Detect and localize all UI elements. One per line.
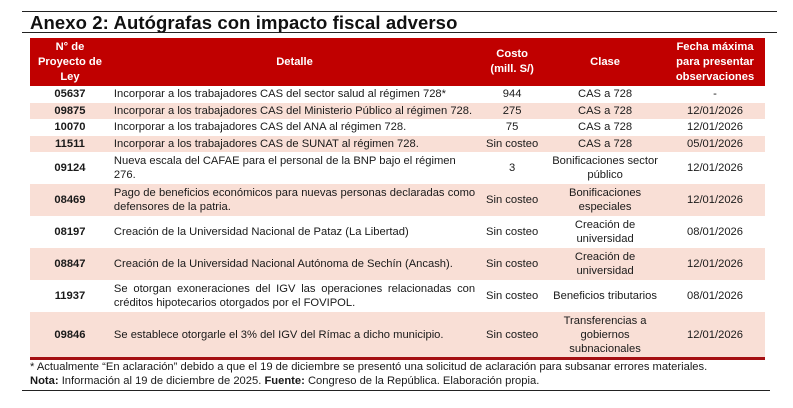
header-cost-label: Costo (mill. S/): [490, 48, 534, 75]
row-id: 09124: [54, 162, 86, 174]
row-class: CAS a 728: [578, 121, 633, 134]
row-detail: Incorporar a los trabajadores CAS del Mi…: [109, 102, 480, 119]
table-row: 08847 Creación de la Universidad Naciona…: [30, 248, 765, 280]
row-detail: Incorporar a los trabajadores CAS del AN…: [113, 121, 407, 134]
row-cost: 944: [502, 88, 522, 101]
note-text: Información al 19 de diciembre de 2025.: [58, 375, 265, 387]
note-label: Nota:: [30, 375, 59, 387]
row-class: Creación de universidad: [574, 219, 636, 245]
row-detail: Se establece otorgarle el 3% del IGV del…: [109, 312, 480, 360]
row-cost: 3: [509, 162, 516, 174]
row-id: 09846: [30, 312, 110, 360]
table-row: 10070 Incorporar a los trabajadores CAS …: [30, 119, 765, 136]
row-id: 09875: [30, 102, 110, 119]
row-cost: Sin costeo: [479, 248, 546, 280]
header-date: Fecha máxima para presentar observacione…: [665, 38, 765, 86]
header-date-label: Fecha máxima para presentar observacione…: [675, 40, 755, 83]
table-row: 05637 Incorporar a los trabajadores CAS …: [30, 86, 765, 103]
row-cost: Sin costeo: [479, 184, 546, 216]
table-row: 11937 Se otorgan exoneraciones del IGV l…: [30, 280, 765, 312]
row-detail: Incorporar a los trabajadores CAS de SUN…: [109, 135, 480, 152]
row-date: -: [713, 88, 717, 101]
row-detail: Incorporar a los trabajadores CAS del se…: [113, 88, 446, 101]
row-date: 12/01/2026: [665, 248, 765, 280]
table-row: 09875 Incorporar a los trabajadores CAS …: [30, 102, 765, 119]
row-detail: Nueva escala del CAFAE para el personal …: [113, 155, 456, 181]
row-class: Creación de universidad: [545, 248, 666, 280]
header-detail-label: Detalle: [276, 55, 313, 68]
row-class: Bonificaciones sector público: [552, 155, 658, 181]
table-row: 08197 Creación de la Universidad Naciona…: [30, 216, 765, 248]
row-cost: Sin costeo: [486, 290, 539, 302]
row-detail: Pago de beneficios económicos para nueva…: [109, 184, 480, 216]
page-title: Anexo 2: Autógrafas con impacto fiscal a…: [30, 12, 458, 33]
source-note: Nota: Información al 19 de diciembre de …: [30, 375, 539, 388]
header-id: N° de Proyecto de Ley: [30, 38, 110, 86]
title-bottom-rule: [22, 32, 777, 33]
table-row: 09124 Nueva escala del CAFAE para el per…: [30, 152, 765, 184]
row-date: 12/01/2026: [665, 312, 765, 360]
row-date: 08/01/2026: [687, 226, 743, 238]
header-id-label: N° de Proyecto de Ley: [37, 40, 102, 83]
source-label: Fuente:: [264, 375, 305, 387]
row-class: Bonificaciones especiales: [545, 184, 666, 216]
row-class: CAS a 728: [545, 135, 666, 152]
header-cost: Costo (mill. S/): [479, 38, 546, 86]
row-cost: Sin costeo: [486, 226, 539, 238]
row-id: 08469: [30, 184, 110, 216]
header-detail: Detalle: [109, 38, 480, 86]
row-date: 12/01/2026: [687, 162, 743, 174]
row-detail: Creación de la Universidad Nacional Autó…: [109, 248, 480, 280]
table-header-row: N° de Proyecto de Ley Detalle Costo (mil…: [30, 38, 765, 86]
row-id: 08847: [30, 248, 110, 280]
table-row: 08469 Pago de beneficios económicos para…: [30, 184, 765, 216]
row-cost: 75: [505, 121, 519, 134]
row-date: 05/01/2026: [665, 135, 765, 152]
row-cost: Sin costeo: [479, 312, 546, 360]
row-class: CAS a 728: [578, 88, 633, 101]
table-row: 09846 Se establece otorgarle el 3% del I…: [30, 312, 765, 360]
row-cost: 275: [479, 102, 546, 119]
row-id: 11937: [54, 290, 86, 302]
header-class-label: Clase: [590, 55, 620, 68]
row-class: CAS a 728: [545, 102, 666, 119]
row-date: 08/01/2026: [687, 290, 743, 302]
table-row: 11511 Incorporar a los trabajadores CAS …: [30, 135, 765, 152]
row-id: 10070: [54, 121, 86, 134]
row-id: 08197: [54, 226, 86, 238]
row-class: Beneficios tributarios: [553, 290, 657, 302]
source-text: Congreso de la República. Elaboración pr…: [304, 375, 540, 387]
autografas-table: N° de Proyecto de Ley Detalle Costo (mil…: [30, 38, 765, 360]
row-id: 05637: [54, 88, 86, 101]
row-detail: Creación de la Universidad Nacional de P…: [113, 226, 409, 238]
row-cost: Sin costeo: [479, 135, 546, 152]
row-id: 11511: [30, 135, 110, 152]
row-date: 12/01/2026: [665, 184, 765, 216]
footnote: * Actualmente “En aclaración” debido a q…: [30, 361, 708, 373]
header-class: Clase: [545, 38, 666, 86]
row-detail: Se otorgan exoneraciones del IGV las ope…: [113, 283, 476, 309]
row-date: 12/01/2026: [687, 121, 743, 134]
row-date: 12/01/2026: [665, 102, 765, 119]
bottom-rule: [22, 390, 770, 391]
title-top-rule: [22, 11, 777, 12]
row-class: Transferencias a gobiernos subnacionales: [545, 312, 666, 360]
